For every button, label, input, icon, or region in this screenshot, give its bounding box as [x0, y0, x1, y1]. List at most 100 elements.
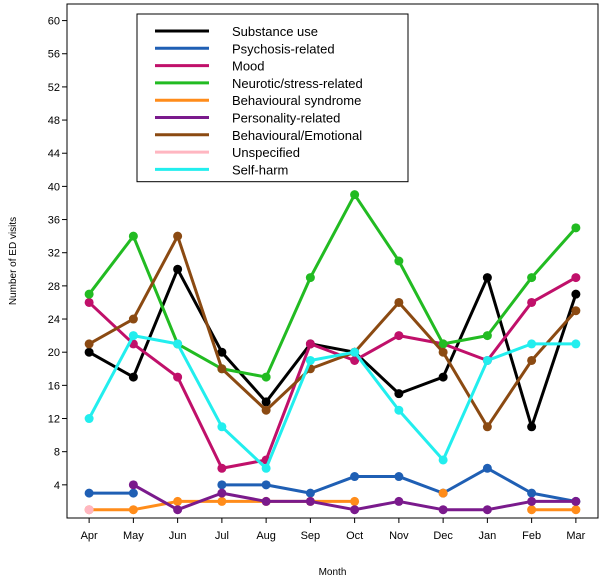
legend-label: Personality-related [232, 111, 340, 126]
y-tick-label: 24 [48, 314, 60, 326]
data-point [173, 372, 183, 382]
y-tick-label: 44 [48, 148, 60, 160]
data-point [350, 190, 360, 200]
data-point [438, 505, 448, 515]
data-point [482, 355, 492, 365]
y-tick-label: 48 [48, 115, 60, 127]
data-point [394, 256, 404, 266]
data-point [394, 331, 404, 341]
data-point [305, 273, 315, 283]
data-point [305, 339, 315, 349]
data-point [482, 505, 492, 515]
data-point [394, 405, 404, 415]
data-point [438, 347, 448, 357]
y-tick-label: 28 [48, 281, 60, 293]
data-point [217, 364, 227, 374]
data-point [350, 505, 360, 515]
data-point [173, 264, 183, 274]
data-point [394, 496, 404, 506]
data-point [217, 480, 227, 490]
data-point [350, 496, 360, 506]
series-behavioural-emotional [84, 231, 581, 432]
data-point [84, 297, 94, 307]
data-point [527, 496, 537, 506]
series-mood [84, 273, 581, 473]
y-tick-label: 16 [48, 380, 60, 392]
y-tick-label: 60 [48, 16, 60, 28]
data-point [173, 505, 183, 515]
data-point [84, 289, 94, 299]
series-behavioural-syndrome [84, 488, 581, 515]
legend-label: Neurotic/stress-related [232, 76, 363, 91]
data-point [261, 397, 271, 407]
data-point [261, 480, 271, 490]
data-point [394, 297, 404, 307]
x-tick-label: Jun [169, 530, 187, 542]
series-line [87, 334, 576, 470]
series-unspecified [84, 505, 94, 515]
data-point [128, 488, 138, 498]
data-point [217, 463, 227, 473]
data-point [527, 505, 537, 515]
data-point [571, 273, 581, 283]
data-point [527, 488, 537, 498]
data-point [527, 339, 537, 349]
data-point [173, 496, 183, 506]
data-point [527, 273, 537, 283]
x-tick-label: Sep [301, 530, 321, 542]
data-point [128, 231, 138, 241]
data-point [261, 405, 271, 415]
x-tick-label: Jul [215, 530, 229, 542]
data-point [571, 505, 581, 515]
data-point [482, 463, 492, 473]
y-tick-label: 56 [48, 49, 60, 61]
x-tick-label: May [123, 530, 144, 542]
data-point [173, 339, 183, 349]
data-point [217, 488, 227, 498]
x-tick-label: Jan [479, 530, 497, 542]
data-point [482, 331, 492, 341]
data-point [527, 422, 537, 432]
data-point [128, 331, 138, 341]
y-tick-label: 52 [48, 82, 60, 94]
legend: Substance use Psychosis-related Mood Neurot… [136, 13, 409, 183]
data-point [571, 223, 581, 233]
x-tick-label: Dec [433, 530, 453, 542]
legend-label: Behavioural syndrome [232, 93, 361, 108]
series-layer [84, 190, 581, 515]
y-tick-label: 12 [48, 414, 60, 426]
legend-box [136, 13, 409, 183]
series-neurotic-stress-related [84, 190, 581, 382]
data-point [571, 339, 581, 349]
y-tick-label: 32 [48, 248, 60, 260]
series-psychosis-related [84, 463, 581, 506]
x-tick-label: Aug [256, 530, 276, 542]
y-tick-label: 4 [54, 480, 60, 492]
series-line [88, 234, 577, 429]
data-point [217, 496, 227, 506]
y-axis-title: Number of ED visits [8, 217, 19, 305]
legend-label: Substance use [232, 24, 318, 39]
data-point [217, 422, 227, 432]
data-point [261, 463, 271, 473]
data-point [305, 488, 315, 498]
data-point [571, 496, 581, 506]
plot-frame [66, 3, 599, 519]
legend-label: Self-harm [232, 162, 288, 177]
series-personality-related [128, 480, 581, 515]
series-self-harm [84, 331, 581, 473]
data-point [394, 389, 404, 399]
data-point [394, 472, 404, 482]
x-axis-title: Month [319, 567, 347, 578]
x-tick-label: Oct [346, 530, 363, 542]
data-point [527, 355, 537, 365]
data-point [128, 480, 138, 490]
y-tick-label: 40 [48, 181, 60, 193]
data-point [84, 505, 94, 515]
data-point [128, 505, 138, 515]
data-point [350, 355, 360, 365]
data-point [173, 231, 183, 241]
